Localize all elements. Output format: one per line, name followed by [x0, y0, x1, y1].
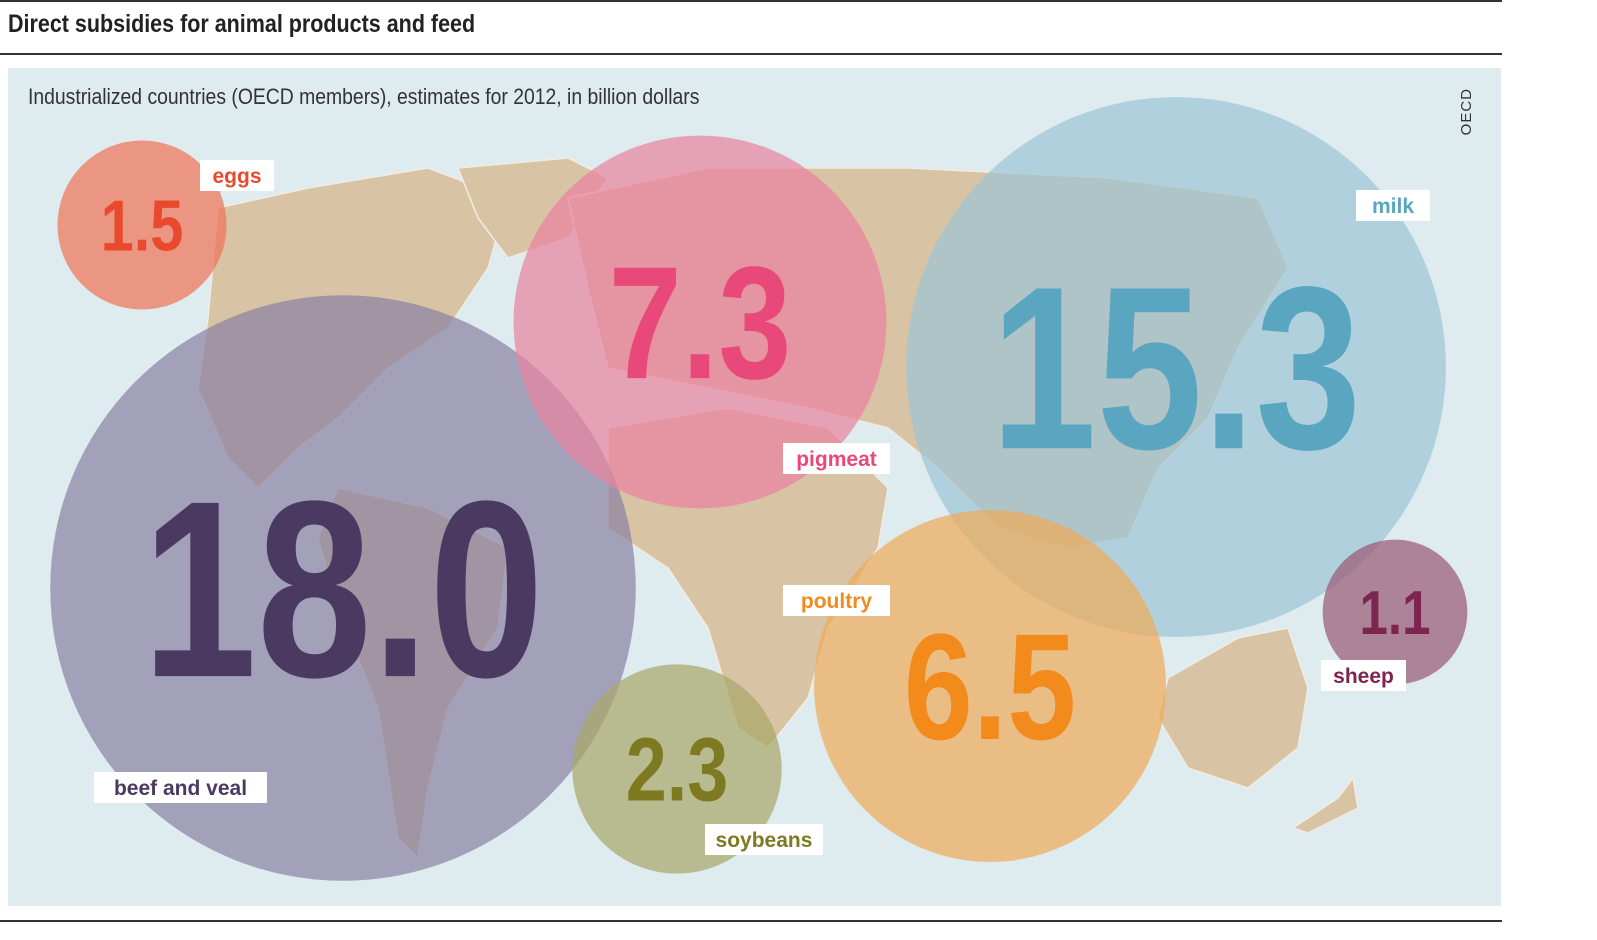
category-tag-beef-and-veal: [94, 772, 267, 803]
bubble-soybeans: [572, 664, 782, 874]
category-tag-poultry: [783, 585, 890, 616]
chart-panel: 18.0 beef and veal 15.3 milk 7.3 pigmeat 6.5 po…: [8, 68, 1501, 906]
category-tag-eggs: [200, 160, 274, 191]
chart-subtitle: Industrialized countries (OECD members),…: [28, 84, 700, 109]
chart-title: Direct subsidies for animal products and…: [8, 10, 476, 38]
category-label-sheep: sheep: [1333, 665, 1394, 688]
category-tag-milk: [1356, 190, 1430, 221]
bubble-poultry: [814, 510, 1166, 862]
value-label-beef-and-veal: 18.0: [142, 449, 544, 730]
value-label-eggs: 1.5: [101, 186, 184, 267]
bottom-rule: [0, 920, 1502, 922]
category-label-eggs: eggs: [212, 165, 261, 188]
top-rule: [0, 0, 1502, 2]
source-label: OECD: [1458, 88, 1475, 136]
category-tag-soybeans: [705, 824, 823, 855]
bubble-milk: [906, 97, 1446, 637]
category-label-beef-and-veal: beef and veal: [114, 777, 247, 800]
category-label-milk: milk: [1372, 195, 1414, 218]
bubble-pigmeat: [513, 135, 887, 509]
bubble-eggs: [57, 140, 227, 310]
bubble-beef-and-veal: [50, 295, 636, 881]
category-tag-sheep: [1321, 660, 1406, 691]
bubble-map: 18.0 beef and veal 15.3 milk 7.3 pigmeat 6.5 po…: [50, 97, 1468, 881]
australia-shape: [1157, 627, 1309, 789]
value-label-pigmeat: 7.3: [609, 234, 792, 413]
category-label-soybeans: soybeans: [716, 829, 813, 852]
bubble-sheep: [1322, 539, 1468, 685]
value-label-sheep: 1.1: [1360, 578, 1431, 648]
value-label-milk: 15.3: [991, 238, 1361, 497]
category-label-poultry: poultry: [801, 590, 872, 613]
value-label-soybeans: 2.3: [626, 721, 729, 821]
category-tag-pigmeat: [783, 443, 890, 474]
new-zealand-shape: [1291, 776, 1359, 834]
value-label-poultry: 6.5: [904, 603, 1076, 771]
category-label-pigmeat: pigmeat: [796, 448, 877, 471]
title-rule: [0, 53, 1502, 55]
